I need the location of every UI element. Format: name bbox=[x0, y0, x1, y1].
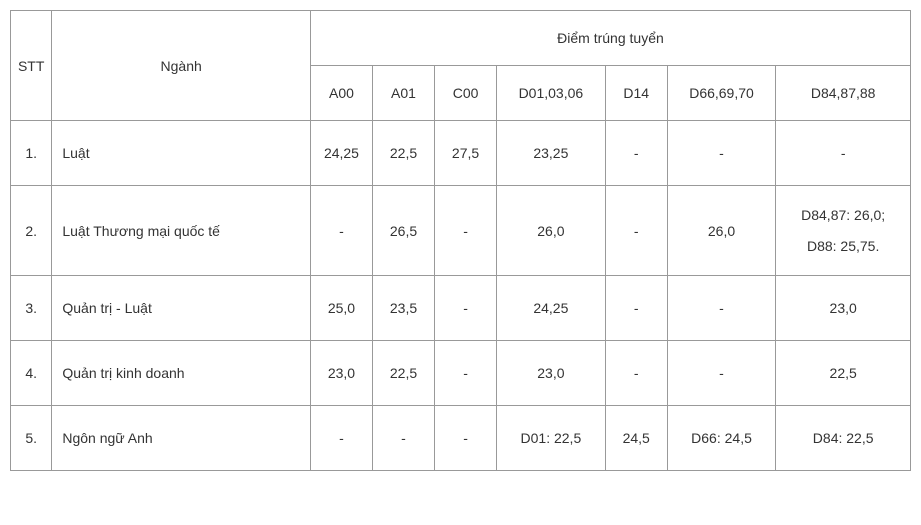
header-score-group: Điểm trúng tuyển bbox=[310, 11, 910, 66]
cell-d66: - bbox=[667, 121, 776, 186]
header-d14: D14 bbox=[605, 66, 667, 121]
cell-c00: - bbox=[435, 276, 497, 341]
cell-c00: 27,5 bbox=[435, 121, 497, 186]
cell-c00: - bbox=[435, 341, 497, 406]
table-row: 1.Luật24,2522,527,523,25--- bbox=[11, 121, 911, 186]
cell-d01: 24,25 bbox=[497, 276, 606, 341]
cell-nganh: Luật bbox=[52, 121, 311, 186]
cell-a00: - bbox=[310, 186, 372, 276]
cell-d01: 26,0 bbox=[497, 186, 606, 276]
cell-stt: 2. bbox=[11, 186, 52, 276]
header-stt: STT bbox=[11, 11, 52, 121]
cell-stt: 3. bbox=[11, 276, 52, 341]
cell-d66: - bbox=[667, 341, 776, 406]
cell-a01: 22,5 bbox=[372, 121, 434, 186]
cell-stt: 4. bbox=[11, 341, 52, 406]
cell-d14: - bbox=[605, 276, 667, 341]
cell-nganh: Quản trị kinh doanh bbox=[52, 341, 311, 406]
header-nganh: Ngành bbox=[52, 11, 311, 121]
table-row: 3.Quản trị - Luật25,023,5-24,25--23,0 bbox=[11, 276, 911, 341]
table-body: 1.Luật24,2522,527,523,25---2.Luật Thương… bbox=[11, 121, 911, 471]
cell-a00: 25,0 bbox=[310, 276, 372, 341]
header-a01: A01 bbox=[372, 66, 434, 121]
cell-d84: - bbox=[776, 121, 911, 186]
cell-d84: D84: 22,5 bbox=[776, 406, 911, 471]
cell-d84: 23,0 bbox=[776, 276, 911, 341]
cell-a01: 23,5 bbox=[372, 276, 434, 341]
admission-scores-table: STT Ngành Điểm trúng tuyển A00 A01 C00 D… bbox=[10, 10, 911, 471]
cell-d66: - bbox=[667, 276, 776, 341]
header-a00: A00 bbox=[310, 66, 372, 121]
table-row: 5.Ngôn ngữ Anh---D01: 22,524,5D66: 24,5D… bbox=[11, 406, 911, 471]
cell-d66: 26,0 bbox=[667, 186, 776, 276]
cell-d14: - bbox=[605, 341, 667, 406]
header-d84: D84,87,88 bbox=[776, 66, 911, 121]
table-row: 2.Luật Thương mại quốc tế-26,5-26,0-26,0… bbox=[11, 186, 911, 276]
cell-stt: 1. bbox=[11, 121, 52, 186]
header-d66: D66,69,70 bbox=[667, 66, 776, 121]
cell-d66: D66: 24,5 bbox=[667, 406, 776, 471]
cell-nganh: Luật Thương mại quốc tế bbox=[52, 186, 311, 276]
header-c00: C00 bbox=[435, 66, 497, 121]
cell-a00: 23,0 bbox=[310, 341, 372, 406]
cell-d14: - bbox=[605, 186, 667, 276]
cell-d01: 23,25 bbox=[497, 121, 606, 186]
cell-d84: D84,87: 26,0;D88: 25,75. bbox=[776, 186, 911, 276]
cell-a01: 26,5 bbox=[372, 186, 434, 276]
cell-a00: - bbox=[310, 406, 372, 471]
header-d01: D01,03,06 bbox=[497, 66, 606, 121]
cell-nganh: Ngôn ngữ Anh bbox=[52, 406, 311, 471]
cell-nganh: Quản trị - Luật bbox=[52, 276, 311, 341]
cell-a01: 22,5 bbox=[372, 341, 434, 406]
cell-d14: - bbox=[605, 121, 667, 186]
table-header: STT Ngành Điểm trúng tuyển A00 A01 C00 D… bbox=[11, 11, 911, 121]
cell-a00: 24,25 bbox=[310, 121, 372, 186]
cell-d01: 23,0 bbox=[497, 341, 606, 406]
cell-stt: 5. bbox=[11, 406, 52, 471]
cell-a01: - bbox=[372, 406, 434, 471]
table-row: 4.Quản trị kinh doanh23,022,5-23,0--22,5 bbox=[11, 341, 911, 406]
cell-d84: 22,5 bbox=[776, 341, 911, 406]
cell-d01: D01: 22,5 bbox=[497, 406, 606, 471]
cell-c00: - bbox=[435, 186, 497, 276]
cell-d14: 24,5 bbox=[605, 406, 667, 471]
cell-c00: - bbox=[435, 406, 497, 471]
